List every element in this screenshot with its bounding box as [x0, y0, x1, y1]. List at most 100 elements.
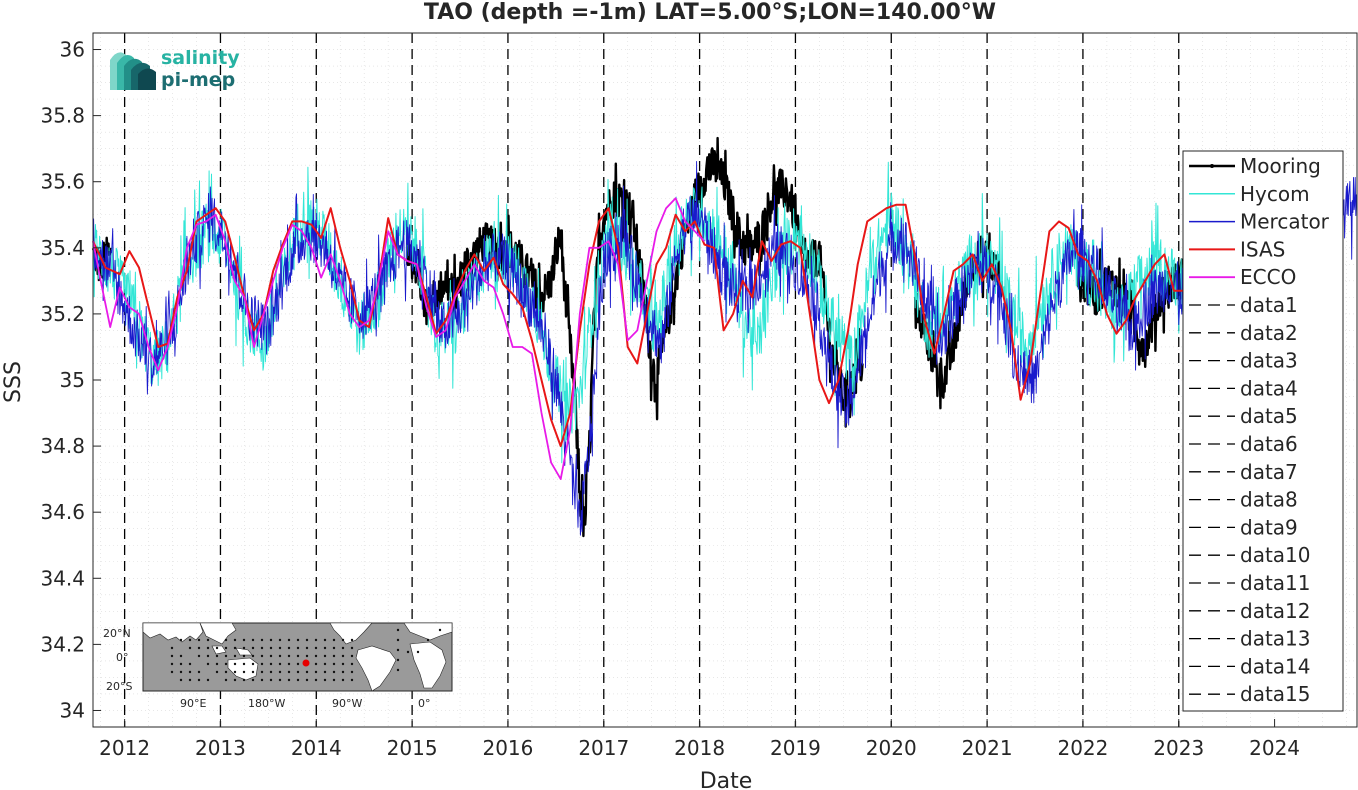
y-axis: 34 34.2 34.4 34.6 34.8 35 35.2 35.4 35.6 35.8 36 — [40, 38, 101, 722]
x-axis-label: Date — [700, 769, 753, 790]
map-lon-label: 0° — [418, 697, 431, 710]
map-buoy-dot — [269, 646, 273, 650]
legend-label: data11 — [1240, 571, 1311, 595]
map-buoy-dot — [188, 662, 192, 666]
map-buoy-dot — [396, 658, 400, 662]
map-buoy-dot — [179, 638, 183, 642]
map-buoy-dot — [206, 646, 210, 650]
map-buoy-dot — [426, 638, 430, 642]
map-buoy-dot — [179, 662, 183, 666]
map-buoy-dot — [224, 654, 228, 658]
map-buoy-dot — [278, 646, 282, 650]
map-buoy-dot — [341, 678, 345, 682]
map-buoy-dot — [170, 646, 174, 650]
map-buoy-dot — [314, 638, 318, 642]
inset-map-land — [142, 622, 453, 692]
series-line-isas — [92, 203, 1184, 448]
y-tick-label: 34.2 — [40, 632, 85, 656]
map-buoy-dot — [197, 638, 201, 642]
y-tick-label: 34.4 — [40, 566, 85, 590]
map-buoy-dot — [251, 670, 255, 674]
map-buoy-dot — [350, 678, 354, 682]
map-buoy-dot — [251, 678, 255, 682]
map-buoy-dot — [251, 662, 255, 666]
map-buoy-dot — [416, 650, 420, 654]
map-buoy-dot — [233, 670, 237, 674]
map-buoy-dot — [323, 646, 327, 650]
map-buoy-dot — [396, 638, 400, 642]
map-buoy-dot — [188, 646, 192, 650]
y-tick-label: 35.6 — [40, 170, 85, 194]
map-buoy-dot — [233, 638, 237, 642]
map-buoy-dot — [341, 646, 345, 650]
legend-label: data8 — [1240, 488, 1298, 512]
map-lat-label: 20°N — [103, 627, 131, 640]
map-buoy-dot — [287, 662, 291, 666]
x-tick-label: 2012 — [99, 736, 150, 760]
x-axis: 2012 2013 2014 2015 2016 2017 2018 2019 2020 2021… — [99, 719, 1300, 760]
map-buoy-dot — [224, 638, 228, 642]
y-tick-label: 34.8 — [40, 434, 85, 458]
map-buoy-dot — [215, 662, 219, 666]
x-tick-label: 2015 — [387, 736, 438, 760]
legend-label: Hycom — [1240, 182, 1310, 206]
legend-label: Mooring — [1240, 154, 1321, 178]
map-buoy-dot — [332, 638, 336, 642]
legend-label: data12 — [1240, 599, 1311, 623]
logo-line2: pi-mep — [161, 69, 235, 91]
inset-map: 20°N 0° 20°S 90°E 180°W 90°W 0° — [103, 622, 453, 710]
map-buoy-dot — [305, 638, 309, 642]
y-axis-label: SSS — [1, 361, 26, 403]
map-buoy-dot — [233, 662, 237, 666]
map-buoy-dot — [296, 662, 300, 666]
map-buoy-dot — [242, 638, 246, 642]
map-buoy-dot — [287, 678, 291, 682]
map-buoy-dot — [287, 638, 291, 642]
map-buoy-dot — [269, 638, 273, 642]
map-buoy-dot — [332, 662, 336, 666]
x-tick-label: 2024 — [1249, 736, 1300, 760]
legend-label: data10 — [1240, 543, 1311, 567]
map-buoy-dot — [179, 654, 183, 658]
map-buoy-dot — [438, 628, 442, 632]
inset-map-location-marker — [302, 659, 310, 667]
map-buoy-dot — [197, 670, 201, 674]
map-buoy-dot — [224, 670, 228, 674]
y-tick-label: 35.2 — [40, 302, 85, 326]
map-buoy-dot — [269, 662, 273, 666]
map-buoy-dot — [332, 646, 336, 650]
map-buoy-dot — [260, 638, 264, 642]
map-buoy-dot — [350, 662, 354, 666]
map-lon-label: 180°W — [248, 697, 285, 710]
map-buoy-dot — [251, 638, 255, 642]
legend-box — [1182, 150, 1344, 712]
map-buoy-dot — [260, 654, 264, 658]
legend-marker — [1210, 164, 1214, 168]
map-buoy-dot — [233, 654, 237, 658]
map-buoy-dot — [170, 654, 174, 658]
y-tick-label: 35.8 — [40, 104, 85, 128]
map-buoy-dot — [296, 638, 300, 642]
map-buoy-dot — [260, 646, 264, 650]
map-buoy-dot — [350, 646, 354, 650]
map-buoy-dot — [341, 670, 345, 674]
legend-label: Mercator — [1240, 210, 1330, 234]
map-buoy-dot — [251, 654, 255, 658]
inset-map-buoys — [170, 628, 442, 682]
map-buoy-dot — [179, 678, 183, 682]
map-buoy-dot — [197, 654, 201, 658]
x-tick-label: 2014 — [291, 736, 342, 760]
map-buoy-dot — [242, 654, 246, 658]
x-tick-label: 2018 — [674, 736, 725, 760]
legend: Mooring Hycom Mercator ISAS ECCO data1 data2 da… — [1182, 150, 1344, 712]
map-buoy-dot — [188, 678, 192, 682]
map-buoy-dot — [305, 646, 309, 650]
x-tick-label: 2013 — [195, 736, 246, 760]
map-buoy-dot — [215, 646, 219, 650]
map-buoy-dot — [206, 638, 210, 642]
map-buoy-dot — [206, 678, 210, 682]
map-buoy-dot — [332, 678, 336, 682]
x-tick-label: 2022 — [1057, 736, 1108, 760]
map-lat-label: 20°S — [106, 680, 132, 693]
